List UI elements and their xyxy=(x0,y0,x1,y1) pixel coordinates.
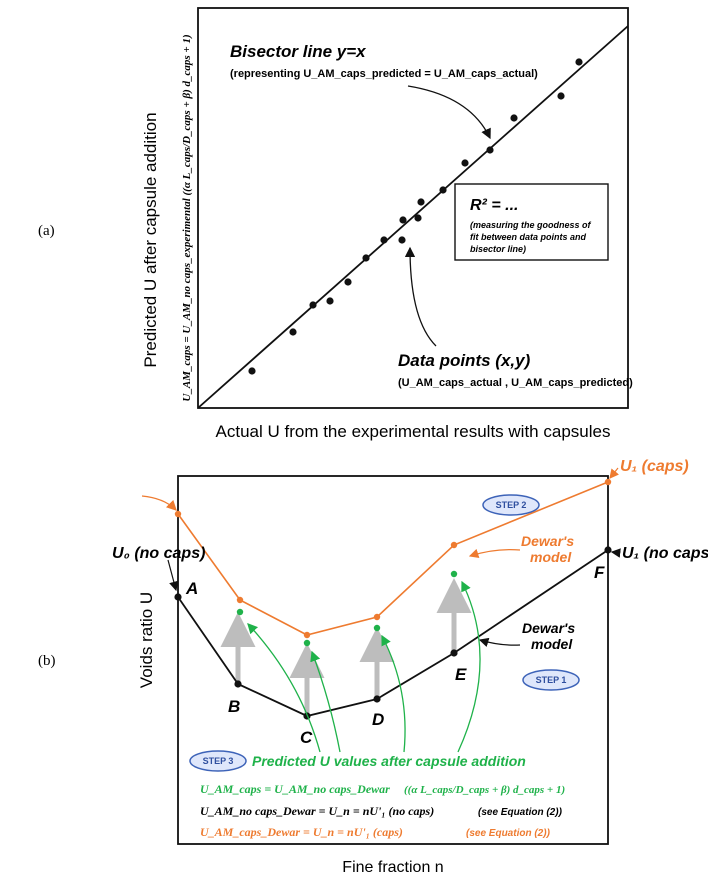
step2-badge: STEP 2 xyxy=(482,494,540,516)
u1-nocaps-label: U₁ (no caps) xyxy=(622,545,708,562)
data-point xyxy=(399,216,407,224)
step3-badge: STEP 3 xyxy=(189,750,247,772)
u1-caps-label: U₁ (caps) xyxy=(620,458,689,475)
svg-text:STEP 2: STEP 2 xyxy=(496,500,527,510)
panel-b-plot-frame xyxy=(177,475,609,845)
data-point xyxy=(380,236,388,244)
data-point xyxy=(461,159,469,167)
eq3-ref: (see Equation (2)) xyxy=(466,828,551,839)
eq1-right: ((α L_caps/D_caps + β) d_caps + 1) xyxy=(404,784,565,796)
data-point xyxy=(326,297,334,305)
bisector-title: Bisector line y=x xyxy=(230,42,367,61)
bisector-line xyxy=(197,25,629,409)
svg-text:STEP 3: STEP 3 xyxy=(203,756,234,766)
panel-a-plot-frame xyxy=(197,7,629,409)
data-point xyxy=(414,214,422,222)
panel-a-y-axis-label: Predicted U after capsule addition xyxy=(141,112,160,367)
u0-label: U₀ (no caps) xyxy=(112,545,205,562)
data-point xyxy=(510,114,518,122)
predicted-title: Predicted U values after capsule additio… xyxy=(252,753,526,769)
eq1-left: U_AM_caps = U_AM_no caps_Dewar xyxy=(200,782,390,796)
r2-sub-2: fit between data points and xyxy=(470,232,587,242)
svg-text:STEP 1: STEP 1 xyxy=(536,675,567,685)
panel-a-x-axis-label: Actual U from the experimental results w… xyxy=(216,422,611,441)
r2-sub-1: (measuring the goodness of xyxy=(470,220,592,230)
data-point xyxy=(557,92,565,100)
point-label-d: D xyxy=(372,710,384,729)
data-point xyxy=(248,367,256,375)
panel-b-x-axis-label: Fine fraction n xyxy=(342,859,443,876)
panel-b-label: (b) xyxy=(38,653,56,669)
panel-a-y-axis-formula: U_AM_caps = U_AM_no caps_experimental ((… xyxy=(181,34,193,401)
data-points xyxy=(248,58,583,375)
dewar-orange-line1: Dewar's xyxy=(521,533,574,549)
bisector-arrow xyxy=(407,85,491,140)
eq2: U_AM_no caps_Dewar = U_n = nU'₁ (no caps… xyxy=(200,804,434,818)
r2-title: R² = ... xyxy=(470,197,518,214)
orange-left-arrow xyxy=(141,495,177,511)
shift-arrows xyxy=(220,578,472,714)
predicted-points xyxy=(236,570,458,647)
dewar-orange-line2: model xyxy=(530,549,572,565)
data-point xyxy=(439,186,447,194)
dewar-nocaps-curve xyxy=(177,549,609,717)
step1-badge: STEP 1 xyxy=(522,669,580,691)
r2-box xyxy=(454,183,609,261)
data-point xyxy=(289,328,297,336)
data-points-arrow xyxy=(404,246,437,347)
data-point xyxy=(486,146,494,154)
data-point xyxy=(309,301,317,309)
data-points-subtitle: (U_AM_caps_actual , U_AM_caps_predicted) xyxy=(398,377,633,389)
data-point xyxy=(575,58,583,66)
panel-b-y-axis-label: Voids ratio U xyxy=(137,592,156,688)
data-point xyxy=(362,254,370,262)
r2-sub-3: bisector line) xyxy=(470,244,526,254)
point-label-e: E xyxy=(455,665,467,684)
point-label-c: C xyxy=(300,728,313,747)
point-label-b: B xyxy=(228,697,240,716)
bisector-subtitle: (representing U_AM_caps_predicted = U_AM… xyxy=(230,68,538,80)
eq2-ref: (see Equation (2)) xyxy=(478,807,563,818)
panel-a-label: (a) xyxy=(38,223,55,239)
dewar-black-line2: model xyxy=(531,636,573,652)
point-label-a: A xyxy=(185,579,198,598)
dewar-black-line1: Dewar's xyxy=(522,620,575,636)
dewar-caps-curve xyxy=(177,481,609,636)
eq3: U_AM_caps_Dewar = U_n = nU'₁ (caps) xyxy=(200,825,403,839)
data-point xyxy=(417,198,425,206)
data-point xyxy=(398,236,406,244)
data-points-title: Data points (x,y) xyxy=(398,351,531,370)
data-point xyxy=(344,278,352,286)
point-label-f: F xyxy=(594,563,605,582)
